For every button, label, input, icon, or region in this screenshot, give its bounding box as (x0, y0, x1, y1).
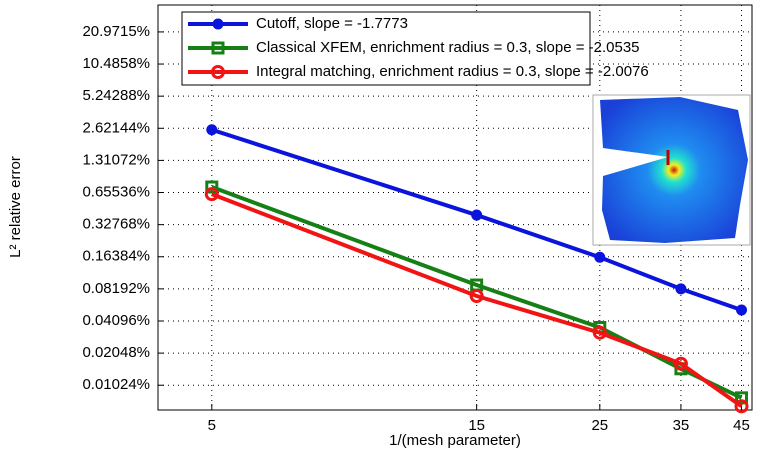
y-tick-label: 1.31072% (82, 151, 150, 168)
data-point (673, 356, 688, 371)
data-point (206, 124, 218, 136)
plot-frame (157, 4, 753, 411)
y-tick-label: 2.62144% (82, 119, 150, 136)
y-tick-label: 0.08192% (82, 280, 150, 297)
data-point (736, 304, 748, 316)
y-tick-label: 5.24288% (82, 87, 150, 104)
y-axis-label: L² relative error (7, 156, 24, 258)
data-point (734, 399, 749, 414)
inset-image (592, 94, 751, 246)
data-point (204, 187, 219, 202)
y-tick-label: 0.16384% (82, 248, 150, 265)
data-point (594, 251, 606, 263)
legend: Cutoff, slope = -1.7773 Classical XFEM, e… (181, 11, 649, 86)
series-line (211, 192, 743, 408)
legend-label: Cutoff, slope = -1.7773 (256, 15, 408, 32)
y-tick-label: 0.01024% (82, 376, 150, 393)
legend-label: Integral matching, enrichment radius = 0… (256, 63, 649, 80)
data-point (735, 391, 749, 405)
data-point (675, 283, 687, 295)
legend-marker (211, 41, 225, 55)
y-tick-label: 0.65536% (82, 183, 150, 200)
x-tick-label: 5 (208, 417, 216, 434)
x-tick-label: 25 (591, 417, 608, 434)
legend-box (181, 11, 591, 86)
legend-marker (212, 18, 224, 30)
y-tick-label: 0.02048% (82, 344, 150, 361)
y-tick-label: 0.32768% (82, 216, 150, 233)
legend-label: Classical XFEM, enrichment radius = 0.3,… (256, 39, 640, 56)
data-point (592, 325, 607, 340)
x-axis-label: 1/(mesh parameter) (389, 432, 521, 449)
x-tick-label: 45 (733, 417, 750, 434)
x-tick-label: 15 (468, 417, 485, 434)
y-tick-label: 20.9715% (82, 23, 150, 40)
y-tick-label: 0.04096% (82, 312, 150, 329)
data-point (469, 289, 484, 304)
data-point (471, 209, 483, 221)
data-point (205, 180, 219, 194)
y-tick-label: 10.4858% (82, 55, 150, 72)
x-tick-label: 35 (673, 417, 690, 434)
legend-marker (211, 65, 225, 79)
